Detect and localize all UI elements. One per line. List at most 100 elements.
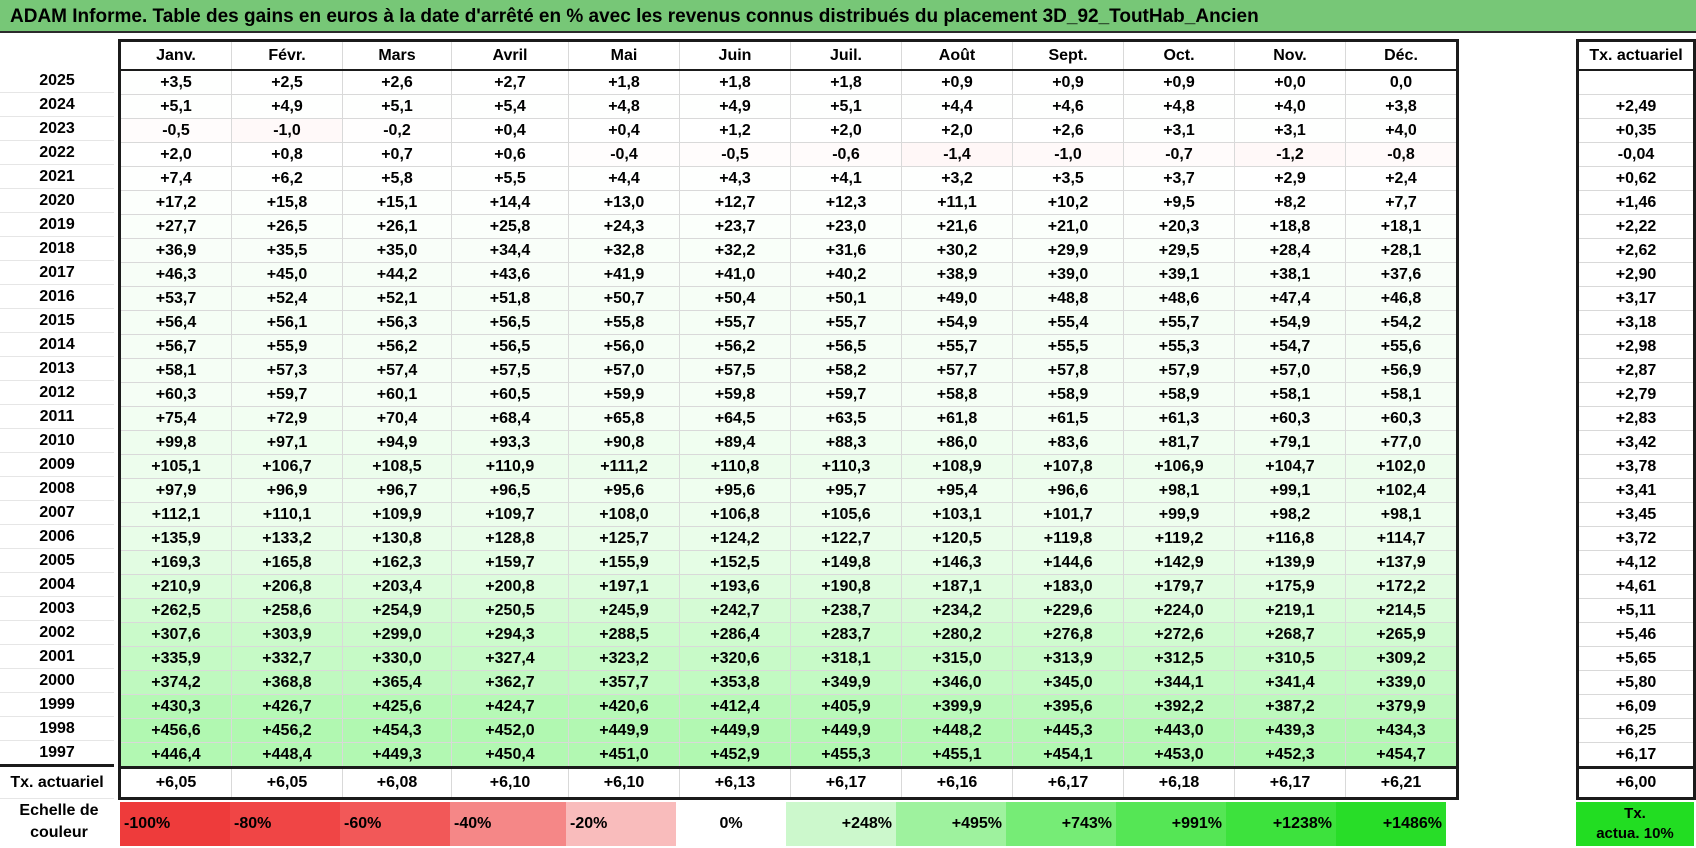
year-row: 2021 <box>0 164 114 189</box>
gain-cell: +448,4 <box>231 742 343 768</box>
gain-cell: +203,4 <box>342 574 452 599</box>
gain-cell: +110,1 <box>231 502 343 527</box>
year-row: 2006 <box>0 524 114 549</box>
gain-cell: +97,1 <box>231 430 343 455</box>
gain-cell: +250,5 <box>451 598 569 623</box>
gain-cell: +4,8 <box>568 94 680 119</box>
footer-rate-cell: +6,05 <box>119 766 232 799</box>
gain-cell: +59,7 <box>231 382 343 407</box>
rate-cell: +2,79 <box>1577 382 1695 407</box>
gain-cell: +387,2 <box>1234 694 1346 719</box>
year-row: 2016 <box>0 284 114 309</box>
gain-cell: +18,1 <box>1345 214 1458 239</box>
year-label: 2006 <box>0 524 114 549</box>
gain-cell: +61,3 <box>1123 406 1235 431</box>
gain-cell: +3,7 <box>1123 166 1235 191</box>
rate-cell <box>1577 70 1695 95</box>
footer-rate-cell: +6,17 <box>790 766 902 799</box>
gain-cell: +335,9 <box>119 646 232 671</box>
gain-cell: +35,0 <box>342 238 452 263</box>
gain-cell: +15,8 <box>231 190 343 215</box>
gain-cell: +52,4 <box>231 286 343 311</box>
color-scale-swatch: 0% <box>676 802 786 846</box>
rate-cell: +5,46 <box>1577 622 1695 647</box>
year-row: 2025 <box>0 69 114 93</box>
gain-cell: +77,0 <box>1345 430 1458 455</box>
rate-cell: +3,72 <box>1577 526 1695 551</box>
gain-cell: +114,7 <box>1345 526 1458 551</box>
rate-cell: +3,78 <box>1577 454 1695 479</box>
gain-cell: +59,8 <box>679 382 791 407</box>
year-footer-row: Tx. actuariel <box>0 764 114 799</box>
gain-cell: +38,9 <box>901 262 1013 287</box>
table-row: +135,9 +133,2 +130,8 +128,8 +125,7 +124,2 +122… <box>119 526 1458 551</box>
month-header: Juin <box>679 40 791 71</box>
footer-rate-cell: +6,10 <box>568 766 680 799</box>
rate-row: +3,78 <box>1577 454 1695 479</box>
year-label: 2024 <box>0 92 114 117</box>
gain-cell: +29,9 <box>1012 238 1124 263</box>
gain-cell: +144,6 <box>1012 550 1124 575</box>
gain-cell: +109,9 <box>342 502 452 527</box>
gain-cell: +2,0 <box>790 118 902 143</box>
gain-cell: +152,5 <box>679 550 791 575</box>
gain-cell: +0,9 <box>901 70 1013 95</box>
gain-cell: +392,2 <box>1123 694 1235 719</box>
gain-cell: +41,9 <box>568 262 680 287</box>
gain-cell: +412,4 <box>679 694 791 719</box>
table-row: +99,8 +97,1 +94,9 +93,3 +90,8 +89,4 +88,3 +86,0… <box>119 430 1458 455</box>
year-label: 1997 <box>0 740 114 766</box>
gain-cell: +2,4 <box>1345 166 1458 191</box>
year-row: 2000 <box>0 668 114 693</box>
gain-cell: +4,4 <box>901 94 1013 119</box>
rate-cell: +1,46 <box>1577 190 1695 215</box>
rate-row: +5,65 <box>1577 646 1695 671</box>
year-row: 2008 <box>0 476 114 501</box>
gain-cell: +13,0 <box>568 190 680 215</box>
gain-cell: +50,1 <box>790 286 902 311</box>
table-row: +53,7 +52,4 +52,1 +51,8 +50,7 +50,4 +50,1 +49,0… <box>119 286 1458 311</box>
gain-cell: +57,9 <box>1123 358 1235 383</box>
gain-cell: +365,4 <box>342 670 452 695</box>
table-row: +97,9 +96,9 +96,7 +96,5 +95,6 +95,6 +95,7 +95,4… <box>119 478 1458 503</box>
gain-cell: +2,5 <box>231 70 343 95</box>
gain-cell: +27,7 <box>119 214 232 239</box>
gain-cell: +122,7 <box>790 526 902 551</box>
gain-cell: +36,9 <box>119 238 232 263</box>
gain-cell: +0,4 <box>451 118 569 143</box>
gain-cell: +128,8 <box>451 526 569 551</box>
rate-column: Tx. actuariel +2,49 +0,35 -0,04 +0,62 +1,46 +2… <box>1576 39 1696 800</box>
rate-row: +1,46 <box>1577 190 1695 215</box>
rate-row: +2,79 <box>1577 382 1695 407</box>
gain-cell: +50,7 <box>568 286 680 311</box>
gain-cell: +2,0 <box>119 142 232 167</box>
month-header: Avril <box>451 40 569 71</box>
gain-cell: +41,0 <box>679 262 791 287</box>
gain-cell: +357,7 <box>568 670 680 695</box>
gain-cell: +3,1 <box>1234 118 1346 143</box>
gain-cell: +320,6 <box>679 646 791 671</box>
gain-cell: +55,9 <box>231 334 343 359</box>
rate-row: +0,35 <box>1577 118 1695 143</box>
rate-cell: +4,61 <box>1577 574 1695 599</box>
table-row: +75,4 +72,9 +70,4 +68,4 +65,8 +64,5 +63,5 +61,8… <box>119 406 1458 431</box>
rate-row: +2,49 <box>1577 94 1695 119</box>
gain-cell: +14,4 <box>451 190 569 215</box>
gain-cell: +10,2 <box>1012 190 1124 215</box>
gain-cell: +61,8 <box>901 406 1013 431</box>
gain-cell: +258,6 <box>231 598 343 623</box>
rate-cell: -0,04 <box>1577 142 1695 167</box>
rate-cell: +6,25 <box>1577 718 1695 743</box>
gain-cell: +24,3 <box>568 214 680 239</box>
gain-cell: +1,8 <box>568 70 680 95</box>
year-row: 2017 <box>0 260 114 285</box>
year-row: 2024 <box>0 92 114 117</box>
gain-cell: +98,2 <box>1234 502 1346 527</box>
gain-cell: +38,1 <box>1234 262 1346 287</box>
gain-cell: +1,2 <box>679 118 791 143</box>
gain-cell: +120,5 <box>901 526 1013 551</box>
rate-row: +2,62 <box>1577 238 1695 263</box>
footer-rate-cell: +6,10 <box>451 766 569 799</box>
gain-cell: -0,7 <box>1123 142 1235 167</box>
gain-cell: +43,6 <box>451 262 569 287</box>
